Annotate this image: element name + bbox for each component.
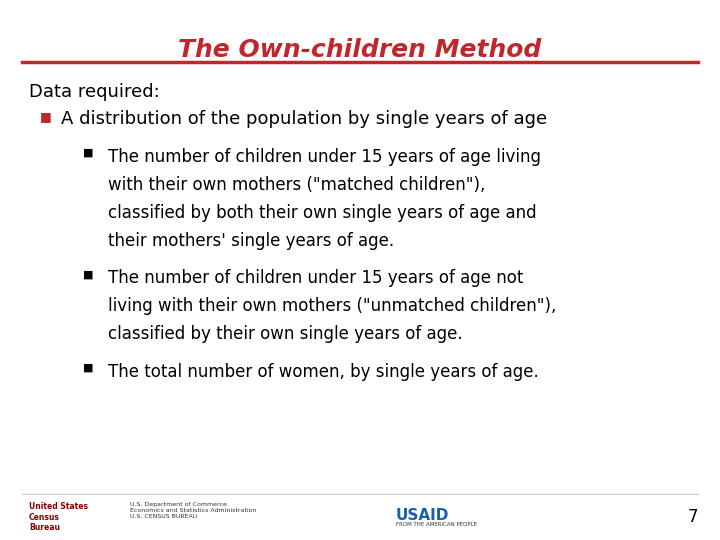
Text: 7: 7 (688, 509, 698, 526)
Text: their mothers' single years of age.: their mothers' single years of age. (108, 232, 394, 249)
Text: classified by both their own single years of age and: classified by both their own single year… (108, 204, 536, 221)
Text: ■: ■ (83, 363, 94, 373)
Text: ■: ■ (83, 148, 94, 158)
Text: ■: ■ (83, 269, 94, 279)
Text: A distribution of the population by single years of age: A distribution of the population by sing… (61, 110, 547, 128)
Text: Data required:: Data required: (29, 83, 160, 102)
Text: The number of children under 15 years of age living: The number of children under 15 years of… (108, 148, 541, 166)
Text: FROM THE AMERICAN PEOPLE: FROM THE AMERICAN PEOPLE (396, 522, 477, 527)
Text: living with their own mothers ("unmatched children"),: living with their own mothers ("unmatche… (108, 297, 557, 315)
Text: The number of children under 15 years of age not: The number of children under 15 years of… (108, 269, 523, 287)
Text: with their own mothers ("matched children"),: with their own mothers ("matched childre… (108, 176, 485, 194)
Text: USAID: USAID (396, 508, 449, 523)
Text: classified by their own single years of age.: classified by their own single years of … (108, 325, 463, 343)
Text: The total number of women, by single years of age.: The total number of women, by single yea… (108, 363, 539, 381)
Text: ■: ■ (40, 110, 51, 123)
Text: United States
Census
Bureau: United States Census Bureau (29, 502, 88, 532)
Text: U.S. Department of Commerce
Economics and Statistics Administration
U.S. CENSUS : U.S. Department of Commerce Economics an… (130, 502, 256, 519)
Text: The Own-children Method: The Own-children Method (179, 38, 541, 62)
